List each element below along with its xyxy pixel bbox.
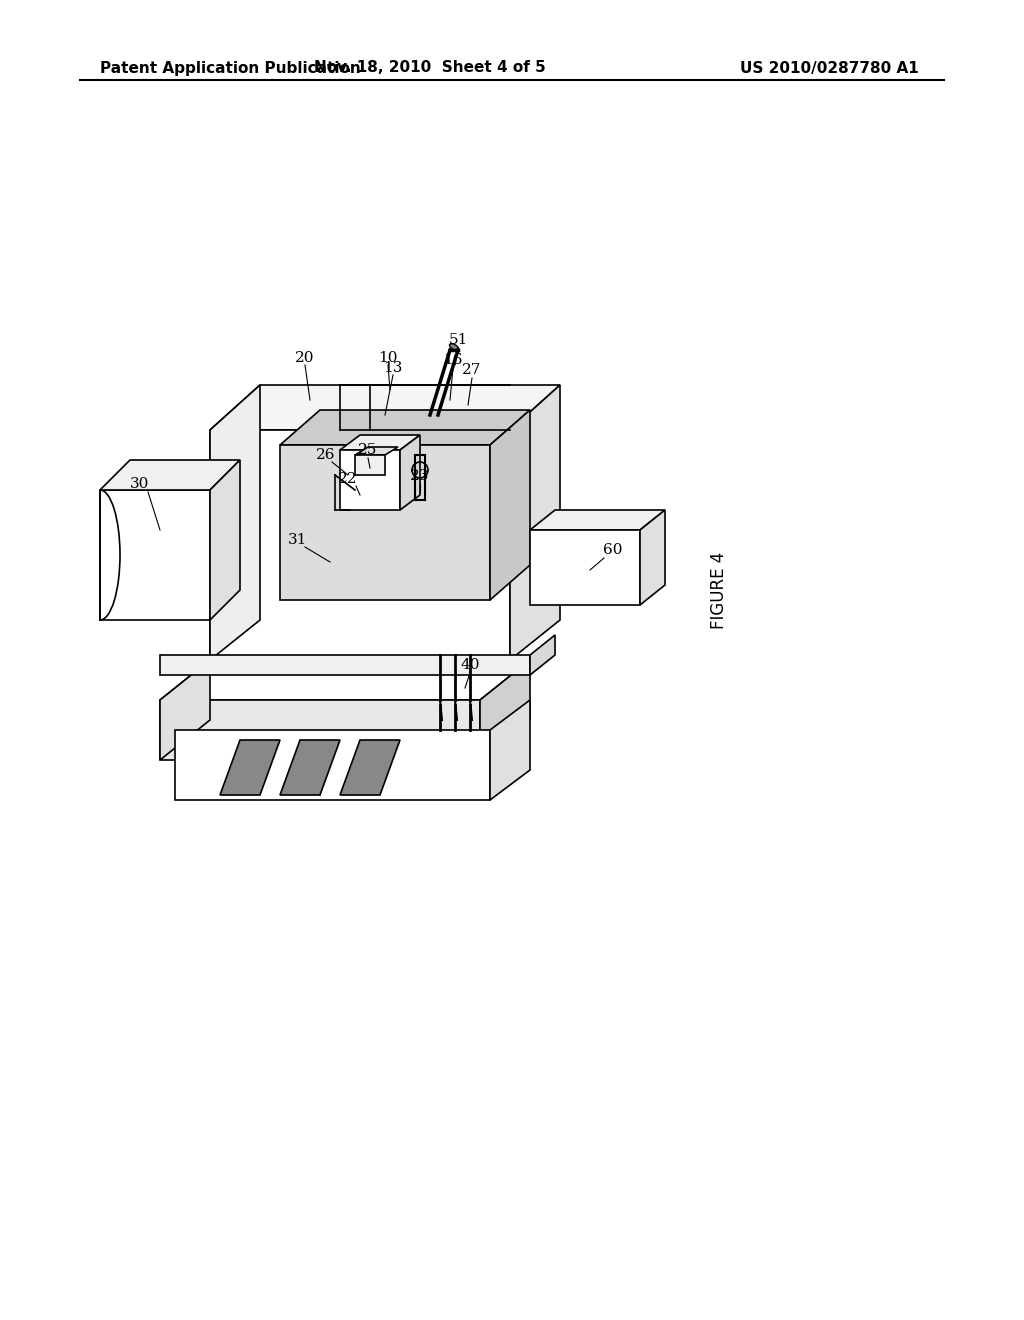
Text: 25: 25 [358,444,378,457]
Polygon shape [100,490,210,620]
Text: 40: 40 [460,657,480,672]
Ellipse shape [450,343,459,350]
Text: FIGURE 4: FIGURE 4 [710,552,728,628]
Polygon shape [480,660,530,760]
Text: Nov. 18, 2010  Sheet 4 of 5: Nov. 18, 2010 Sheet 4 of 5 [314,61,546,75]
Polygon shape [340,741,400,795]
Text: Patent Application Publication: Patent Application Publication [100,61,360,75]
Polygon shape [160,655,530,675]
Polygon shape [340,436,420,450]
Polygon shape [210,430,510,660]
Polygon shape [160,660,210,760]
Text: 30: 30 [130,477,150,491]
Polygon shape [340,450,400,510]
Polygon shape [210,385,260,660]
Polygon shape [510,385,560,660]
Polygon shape [400,436,420,510]
Polygon shape [280,411,530,445]
Polygon shape [640,510,665,605]
Polygon shape [280,741,340,795]
Polygon shape [490,411,530,601]
Polygon shape [160,660,530,700]
Text: 51: 51 [449,333,468,347]
Text: 16: 16 [443,352,463,367]
Polygon shape [210,385,560,430]
Polygon shape [160,700,480,760]
Polygon shape [100,459,240,490]
Polygon shape [530,635,555,675]
Text: 23: 23 [411,469,430,483]
Text: 26: 26 [316,447,336,462]
Text: 60: 60 [603,543,623,557]
Polygon shape [530,510,665,531]
Text: 22: 22 [338,473,357,486]
Polygon shape [530,531,640,605]
Polygon shape [210,459,240,620]
Text: US 2010/0287780 A1: US 2010/0287780 A1 [740,61,919,75]
Polygon shape [280,445,490,601]
Polygon shape [355,447,398,455]
Polygon shape [490,700,530,800]
Text: 13: 13 [383,360,402,375]
Text: 31: 31 [289,533,307,546]
Text: 27: 27 [462,363,481,378]
Polygon shape [355,455,385,475]
Polygon shape [175,730,490,800]
Polygon shape [220,741,280,795]
Text: 10: 10 [378,351,397,366]
Text: 20: 20 [295,351,314,366]
